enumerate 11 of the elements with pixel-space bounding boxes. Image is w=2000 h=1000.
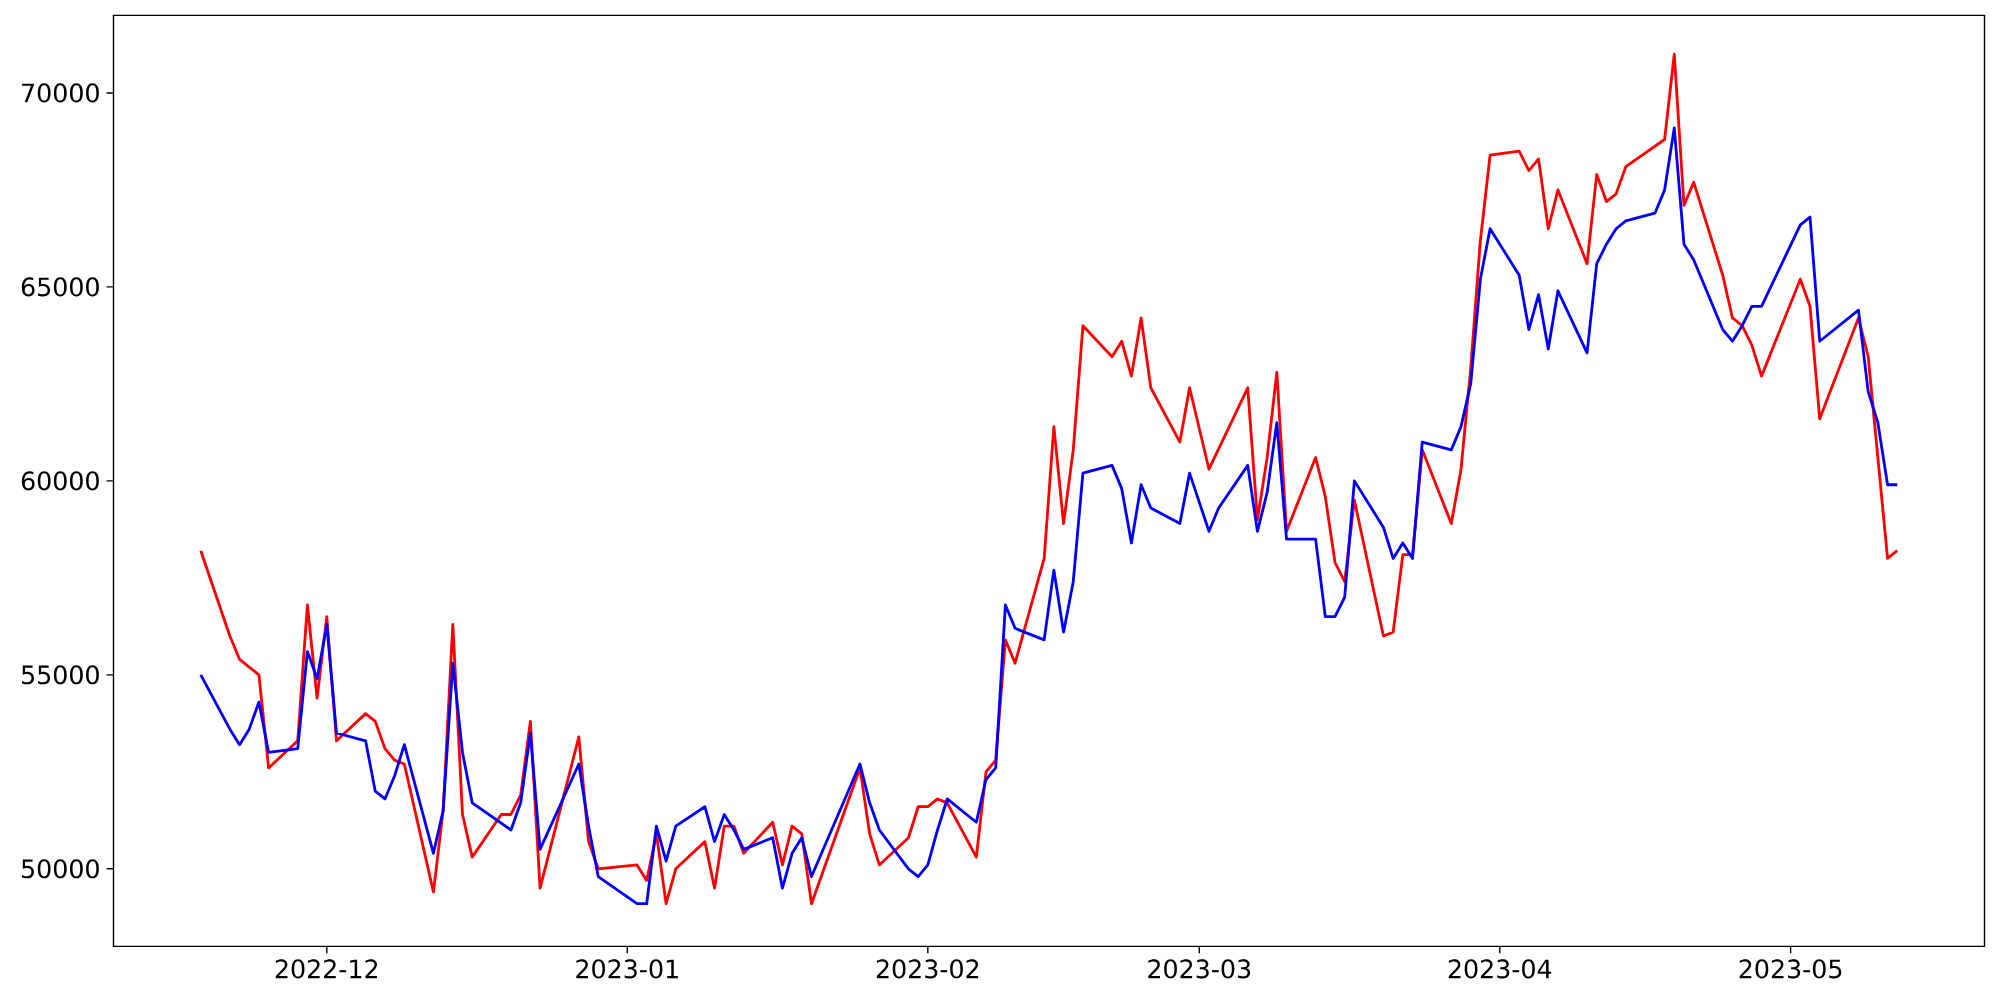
y-tick-label: 55000 bbox=[21, 665, 99, 685]
y-tick-label: 65000 bbox=[21, 277, 99, 297]
y-tick-label: 70000 bbox=[22, 83, 99, 103]
x-tick-label: 2023-03 bbox=[1148, 959, 1251, 979]
y-tick-label: 60000 bbox=[21, 471, 99, 491]
x-tick-label: 2023-05 bbox=[1739, 959, 1842, 979]
x-tick-label: 2023-04 bbox=[1448, 959, 1552, 979]
x-tick-label: 2023-02 bbox=[876, 959, 979, 979]
x-tick-label: 2022-12 bbox=[275, 959, 378, 979]
y-tick-label: 50000 bbox=[21, 859, 99, 879]
x-tick-label: 2023-01 bbox=[576, 959, 678, 979]
